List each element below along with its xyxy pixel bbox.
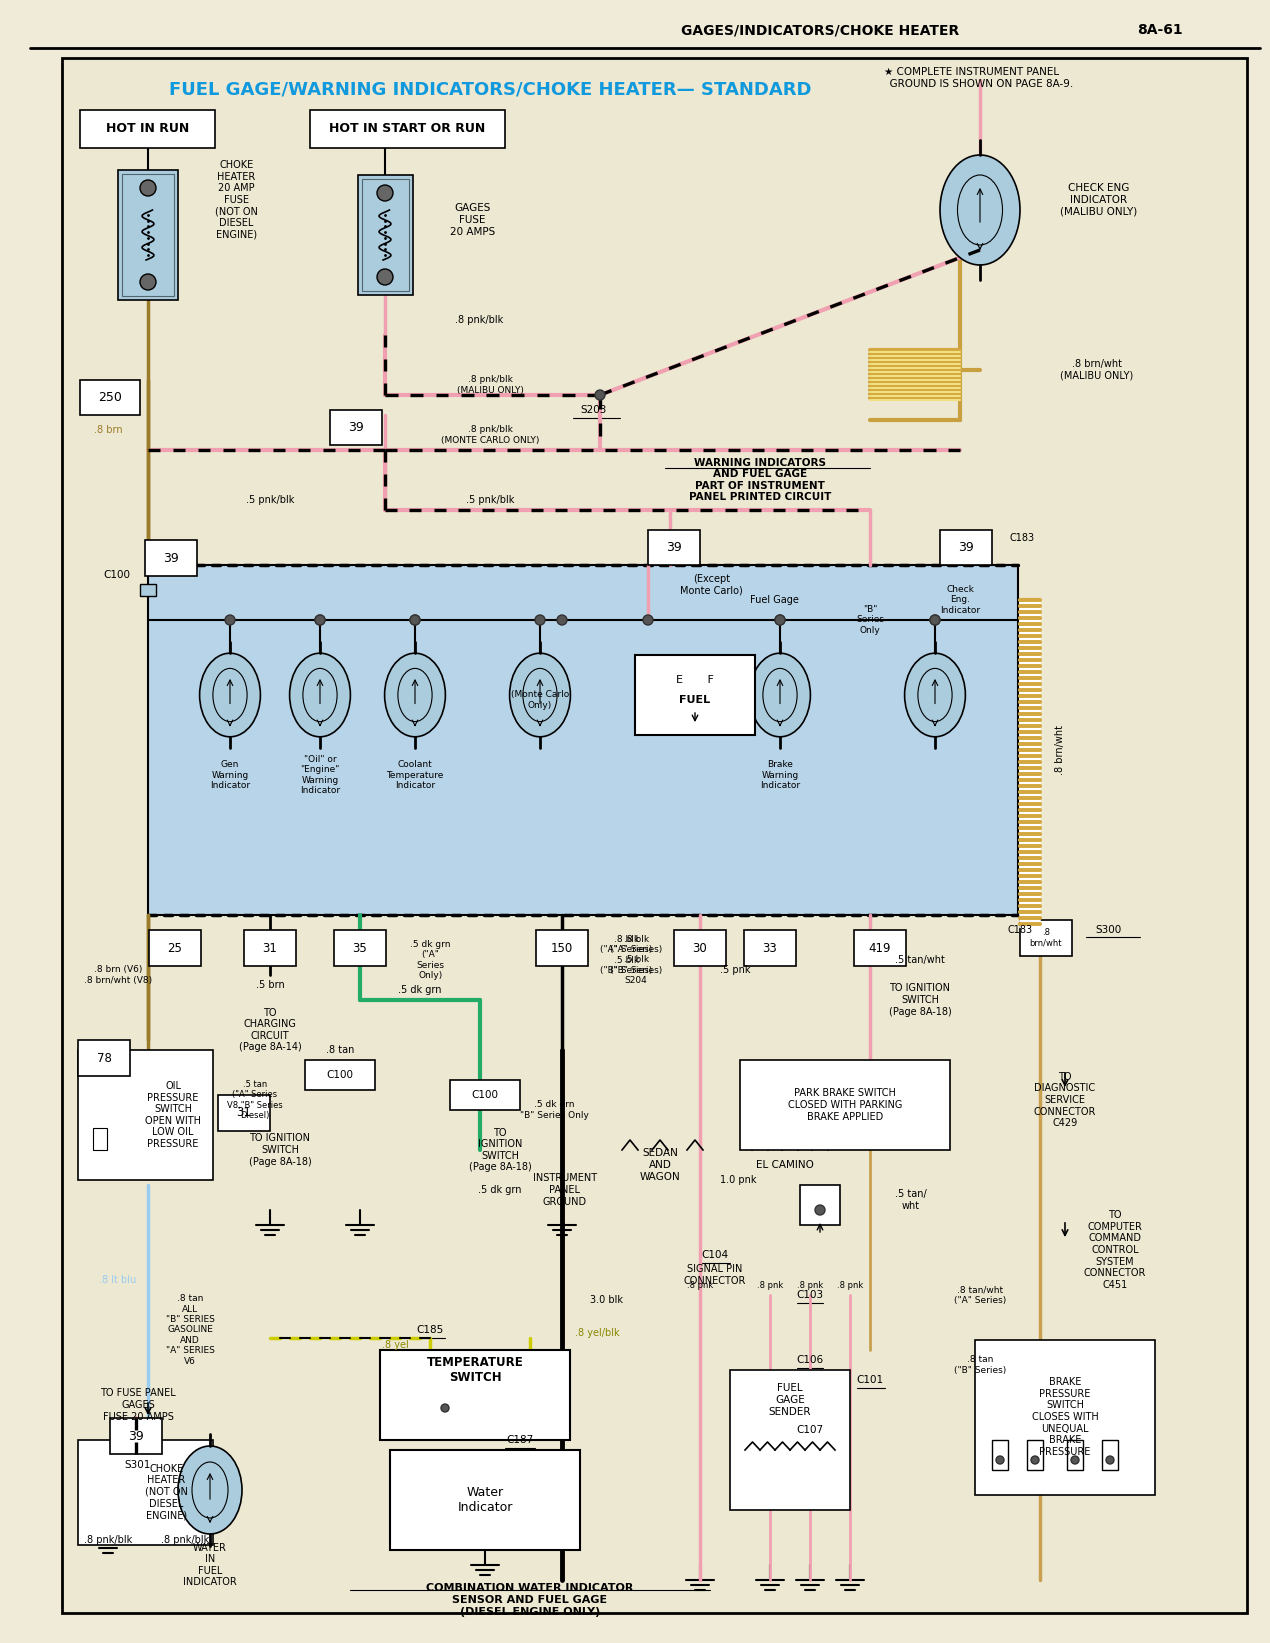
Circle shape [410, 614, 420, 624]
Text: 8A-61: 8A-61 [1137, 23, 1182, 38]
Text: TO
IGNITION
SWITCH
(Page 8A-18): TO IGNITION SWITCH (Page 8A-18) [469, 1127, 531, 1173]
Bar [975, 1341, 1154, 1495]
Text: C101: C101 [856, 1375, 884, 1385]
Text: CHOKE
HEATER
20 AMP
FUSE
(NOT ON
DIESEL
ENGINE): CHOKE HEATER 20 AMP FUSE (NOT ON DIESEL … [215, 161, 258, 240]
Text: .8 tan: .8 tan [326, 1045, 354, 1055]
Text: SIGNAL PIN
CONNECTOR: SIGNAL PIN CONNECTOR [683, 1263, 747, 1286]
Text: TO
DIAGNOSTIC
SERVICE
CONNECTOR
C429: TO DIAGNOSTIC SERVICE CONNECTOR C429 [1034, 1071, 1096, 1129]
Text: CHECK ENG
INDICATOR
(MALIBU ONLY): CHECK ENG INDICATOR (MALIBU ONLY) [1060, 184, 1137, 217]
Text: .8 pnk/blk: .8 pnk/blk [84, 1535, 132, 1544]
Ellipse shape [904, 654, 965, 736]
Text: 25: 25 [168, 941, 183, 955]
Text: .5 tan/
wht: .5 tan/ wht [895, 1190, 927, 1211]
Text: 39: 39 [128, 1429, 144, 1443]
Bar [674, 930, 726, 966]
Bar [140, 583, 156, 596]
Bar [380, 1351, 570, 1439]
Text: 3.0 blk: 3.0 blk [591, 1295, 624, 1305]
Text: .8 blk
("A" Series)
.5 blk
("B" Series): .8 blk ("A" Series) .5 blk ("B" Series) [599, 935, 653, 974]
Bar [800, 1185, 839, 1226]
Bar [744, 930, 796, 966]
Text: (Monte Carlo
Only): (Monte Carlo Only) [511, 690, 569, 710]
Bar [1102, 1439, 1118, 1470]
Text: HOT IN START OR RUN: HOT IN START OR RUN [329, 123, 485, 135]
Text: TO IGNITION
SWITCH
(Page 8A-18): TO IGNITION SWITCH (Page 8A-18) [889, 984, 951, 1017]
Circle shape [410, 614, 420, 624]
Text: 39: 39 [958, 541, 974, 554]
Bar [80, 110, 215, 148]
Text: C100: C100 [326, 1070, 353, 1079]
Text: .8 tan
("B" Series): .8 tan ("B" Series) [954, 1355, 1006, 1375]
Bar [77, 1040, 130, 1076]
Text: "B"
Series
Only: "B" Series Only [856, 605, 884, 634]
Bar [1067, 1439, 1083, 1470]
Text: .8 pnk: .8 pnk [687, 1280, 714, 1290]
Ellipse shape [290, 654, 351, 736]
Text: C103: C103 [796, 1290, 823, 1300]
Text: .8 brn/wht: .8 brn/wht [1055, 725, 1066, 775]
Text: TO FUSE PANEL
GAGES
FUSE 20 AMPS: TO FUSE PANEL GAGES FUSE 20 AMPS [100, 1388, 175, 1421]
Text: TO IGNITION
SWITCH
(Page 8A-18): TO IGNITION SWITCH (Page 8A-18) [249, 1134, 311, 1167]
Bar [330, 411, 382, 445]
Text: Check
Eng.
Indicator: Check Eng. Indicator [940, 585, 980, 614]
Circle shape [1106, 1456, 1114, 1464]
Text: INSTRUMENT
PANEL
GROUND: INSTRUMENT PANEL GROUND [533, 1173, 597, 1206]
Text: OIL
PRESSURE
SWITCH
OPEN WITH
LOW OIL
PRESSURE: OIL PRESSURE SWITCH OPEN WITH LOW OIL PR… [145, 1081, 201, 1148]
Circle shape [815, 1204, 826, 1216]
Text: .8 pnk: .8 pnk [837, 1280, 864, 1290]
Text: C106: C106 [796, 1355, 823, 1365]
Text: .8 brn (V6)
.8 brn/wht (V8): .8 brn (V6) .8 brn/wht (V8) [84, 966, 152, 984]
Text: 39: 39 [348, 421, 364, 434]
Circle shape [775, 614, 785, 624]
Text: 39: 39 [667, 541, 682, 554]
Ellipse shape [509, 654, 570, 736]
Bar [149, 930, 201, 966]
Bar [118, 169, 178, 301]
Text: Brake
Warning
Indicator: Brake Warning Indicator [759, 761, 800, 790]
Text: 30: 30 [692, 941, 707, 955]
Text: CHOKE
HEATER
(NOT ON
DIESEL
ENGINE): CHOKE HEATER (NOT ON DIESEL ENGINE) [145, 1464, 188, 1520]
Bar [1027, 1439, 1043, 1470]
Text: 419: 419 [869, 941, 892, 955]
Text: 39: 39 [163, 552, 179, 565]
Text: GAGES
FUSE
20 AMPS: GAGES FUSE 20 AMPS [450, 204, 495, 237]
Circle shape [140, 274, 156, 291]
Bar [145, 541, 197, 577]
Text: .5 brn: .5 brn [255, 979, 284, 991]
Bar [362, 179, 409, 291]
Text: .5 pnk: .5 pnk [720, 964, 751, 974]
Text: S203: S203 [580, 406, 606, 416]
Text: .8 brn: .8 brn [94, 426, 122, 435]
Text: C183: C183 [1010, 532, 1035, 542]
Text: S301: S301 [124, 1461, 151, 1470]
Circle shape [140, 181, 156, 196]
Text: FUEL
GAGE
SENDER: FUEL GAGE SENDER [768, 1383, 812, 1416]
Circle shape [930, 614, 940, 624]
Bar [149, 565, 1019, 915]
Text: .5 dk grn: .5 dk grn [399, 986, 442, 996]
Text: Water
Indicator: Water Indicator [457, 1485, 513, 1513]
Text: C100: C100 [471, 1089, 499, 1101]
Bar [334, 930, 386, 966]
Ellipse shape [385, 654, 446, 736]
Text: .5 tan/wht: .5 tan/wht [895, 955, 945, 964]
Bar [853, 930, 906, 966]
Bar [218, 1094, 271, 1130]
Circle shape [441, 1405, 450, 1411]
Text: .8 blk
("A" Series)
.5 blk
("B" Series)
S204: .8 blk ("A" Series) .5 blk ("B" Series) … [610, 935, 662, 986]
Bar [992, 1439, 1008, 1470]
Ellipse shape [199, 654, 260, 736]
Bar [77, 1050, 213, 1180]
Bar [940, 531, 992, 565]
Bar [1020, 920, 1072, 956]
Text: ★ COMPLETE INSTRUMENT PANEL
      GROUND IS SHOWN ON PAGE 8A-9.: ★ COMPLETE INSTRUMENT PANEL GROUND IS SH… [870, 67, 1073, 89]
Circle shape [558, 614, 566, 624]
Text: .8 brn/wht
(MALIBU ONLY): .8 brn/wht (MALIBU ONLY) [1060, 360, 1133, 381]
Bar [536, 930, 588, 966]
Text: TEMPERATURE
SWITCH: TEMPERATURE SWITCH [427, 1355, 523, 1383]
Bar [730, 1370, 850, 1510]
Text: .8 pnk/blk
(MALIBU ONLY): .8 pnk/blk (MALIBU ONLY) [456, 375, 523, 394]
Circle shape [377, 269, 392, 284]
Bar [635, 656, 754, 734]
Text: 31: 31 [236, 1106, 251, 1119]
